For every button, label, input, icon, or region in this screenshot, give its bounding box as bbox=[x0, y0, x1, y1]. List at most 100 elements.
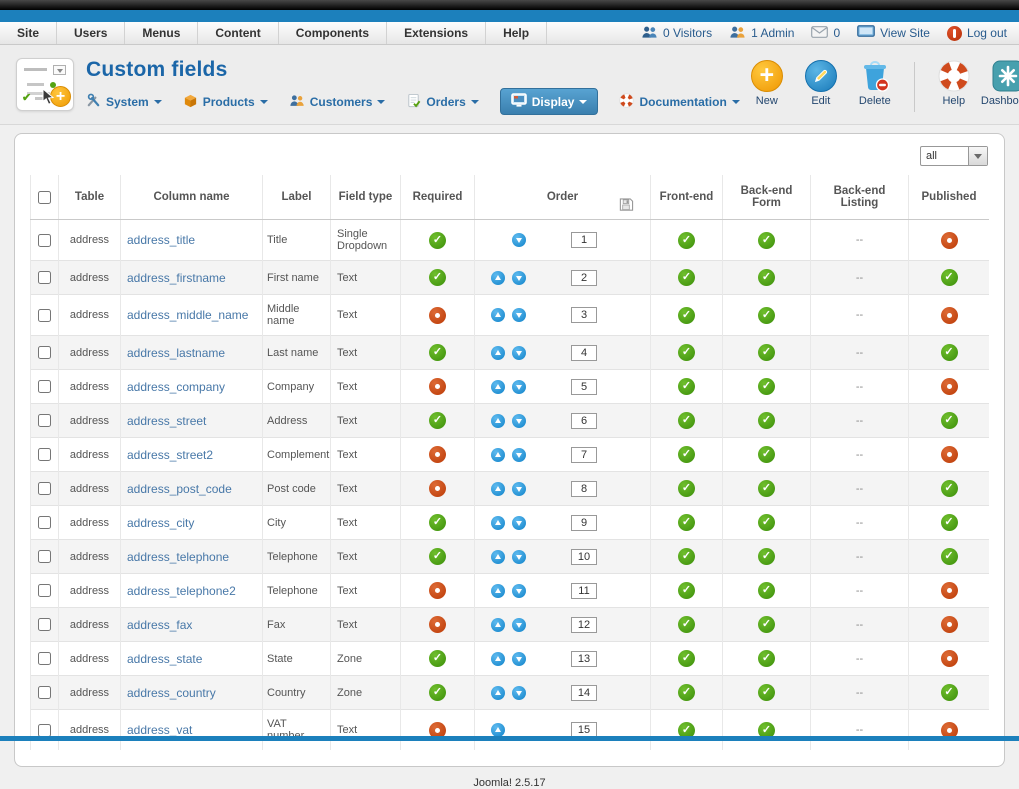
column-header-front-end[interactable]: Front-end bbox=[650, 175, 723, 220]
front-end-badge[interactable] bbox=[678, 412, 695, 429]
column-header-backend-listing[interactable]: Back-end Listing bbox=[810, 175, 909, 220]
subnav-orders[interactable]: Orders bbox=[406, 93, 479, 111]
front-end-badge[interactable] bbox=[678, 721, 695, 739]
column-name-link[interactable]: address_street2 bbox=[127, 447, 214, 462]
order-input[interactable] bbox=[571, 232, 597, 248]
published-badge[interactable] bbox=[940, 306, 958, 324]
backend-form-badge[interactable] bbox=[758, 306, 775, 324]
backend-form-badge[interactable] bbox=[758, 231, 775, 249]
move-up-icon[interactable] bbox=[491, 345, 505, 360]
messages-indicator[interactable]: 0 bbox=[811, 25, 840, 41]
backend-form-badge[interactable] bbox=[758, 412, 775, 429]
move-down-icon[interactable] bbox=[512, 233, 526, 247]
move-up-icon[interactable] bbox=[491, 413, 505, 428]
front-end-badge[interactable] bbox=[678, 231, 695, 249]
front-end-badge[interactable] bbox=[678, 548, 695, 565]
order-input[interactable] bbox=[571, 548, 597, 565]
order-input[interactable] bbox=[571, 344, 597, 361]
save-order-icon[interactable] bbox=[618, 197, 634, 215]
dashboard-button[interactable]: Dashboard bbox=[981, 60, 1019, 107]
row-checkbox[interactable] bbox=[38, 618, 51, 631]
move-down-icon[interactable] bbox=[512, 447, 526, 462]
move-down-icon[interactable] bbox=[512, 651, 526, 666]
move-down-icon[interactable] bbox=[512, 549, 526, 564]
row-checkbox[interactable] bbox=[38, 233, 51, 247]
row-checkbox[interactable] bbox=[38, 448, 51, 461]
backend-form-badge[interactable] bbox=[758, 650, 775, 667]
front-end-badge[interactable] bbox=[678, 650, 695, 667]
column-name-link[interactable]: address_state bbox=[127, 651, 203, 666]
column-header-field-type[interactable]: Field type bbox=[330, 175, 401, 220]
backend-form-badge[interactable] bbox=[758, 378, 775, 395]
row-checkbox[interactable] bbox=[38, 686, 51, 699]
front-end-badge[interactable] bbox=[678, 446, 695, 463]
backend-form-badge[interactable] bbox=[758, 684, 775, 701]
column-header-label[interactable]: Label bbox=[262, 175, 331, 220]
move-up-icon[interactable] bbox=[491, 270, 505, 285]
row-checkbox[interactable] bbox=[38, 308, 51, 322]
column-name-link[interactable]: address_city bbox=[127, 515, 195, 530]
move-down-icon[interactable] bbox=[512, 515, 526, 530]
front-end-badge[interactable] bbox=[678, 306, 695, 324]
delete-button[interactable]: Delete bbox=[848, 60, 902, 107]
row-checkbox[interactable] bbox=[38, 550, 51, 563]
backend-form-badge[interactable] bbox=[758, 514, 775, 531]
move-down-icon[interactable] bbox=[512, 308, 526, 322]
column-name-link[interactable]: address_country bbox=[127, 685, 216, 700]
column-name-link[interactable]: address_telephone bbox=[127, 549, 230, 564]
order-input[interactable] bbox=[571, 616, 597, 633]
column-name-link[interactable]: address_company bbox=[127, 379, 226, 394]
front-end-badge[interactable] bbox=[678, 378, 695, 395]
order-input[interactable] bbox=[571, 378, 597, 395]
menu-components[interactable]: Components bbox=[279, 22, 388, 44]
move-down-icon[interactable] bbox=[512, 379, 526, 394]
order-input[interactable] bbox=[571, 307, 597, 323]
move-down-icon[interactable] bbox=[512, 270, 526, 285]
column-header-published[interactable]: Published bbox=[908, 175, 989, 220]
order-input[interactable] bbox=[571, 582, 597, 599]
order-input[interactable] bbox=[571, 514, 597, 531]
move-up-icon[interactable] bbox=[491, 379, 505, 394]
move-up-icon[interactable] bbox=[491, 481, 505, 496]
published-badge[interactable] bbox=[940, 480, 958, 497]
column-name-link[interactable]: address_telephone2 bbox=[127, 583, 236, 598]
move-up-icon[interactable] bbox=[491, 583, 505, 598]
front-end-badge[interactable] bbox=[678, 344, 695, 361]
menu-site[interactable]: Site bbox=[0, 22, 58, 44]
published-badge[interactable] bbox=[940, 650, 958, 667]
order-input[interactable] bbox=[571, 269, 597, 286]
subnav-documentation[interactable]: Documentation bbox=[619, 92, 740, 111]
published-badge[interactable] bbox=[940, 378, 958, 395]
published-badge[interactable] bbox=[940, 684, 958, 701]
subnav-system[interactable]: System bbox=[86, 93, 162, 111]
move-down-icon[interactable] bbox=[512, 583, 526, 598]
published-badge[interactable] bbox=[940, 446, 958, 463]
order-input[interactable] bbox=[571, 412, 597, 429]
column-name-link[interactable]: address_vat bbox=[127, 723, 193, 737]
menu-menus[interactable]: Menus bbox=[125, 22, 199, 44]
column-header-order[interactable]: Order bbox=[474, 175, 651, 220]
order-input[interactable] bbox=[571, 650, 597, 667]
move-down-icon[interactable] bbox=[512, 617, 526, 632]
order-input[interactable] bbox=[571, 684, 597, 701]
front-end-badge[interactable] bbox=[678, 480, 695, 497]
move-up-icon[interactable] bbox=[491, 515, 505, 530]
new-button[interactable]: New bbox=[740, 60, 794, 107]
column-name-link[interactable]: address_middle_name bbox=[127, 308, 249, 322]
order-input[interactable] bbox=[571, 446, 597, 463]
backend-form-badge[interactable] bbox=[758, 480, 775, 497]
column-header-column-name[interactable]: Column name bbox=[120, 175, 263, 220]
subnav-products[interactable]: Products bbox=[183, 93, 268, 111]
published-badge[interactable] bbox=[940, 231, 958, 249]
backend-form-badge[interactable] bbox=[758, 548, 775, 565]
select-all-checkbox[interactable] bbox=[38, 190, 51, 204]
published-badge[interactable] bbox=[940, 721, 958, 739]
filter-select[interactable]: all bbox=[920, 146, 988, 166]
menu-users[interactable]: Users bbox=[57, 22, 126, 44]
move-down-icon[interactable] bbox=[512, 685, 526, 700]
subnav-customers[interactable]: Customers bbox=[289, 94, 386, 110]
move-up-icon[interactable] bbox=[491, 723, 505, 737]
column-name-link[interactable]: address_title bbox=[127, 233, 196, 247]
column-name-link[interactable]: address_street bbox=[127, 413, 207, 428]
move-up-icon[interactable] bbox=[491, 549, 505, 564]
